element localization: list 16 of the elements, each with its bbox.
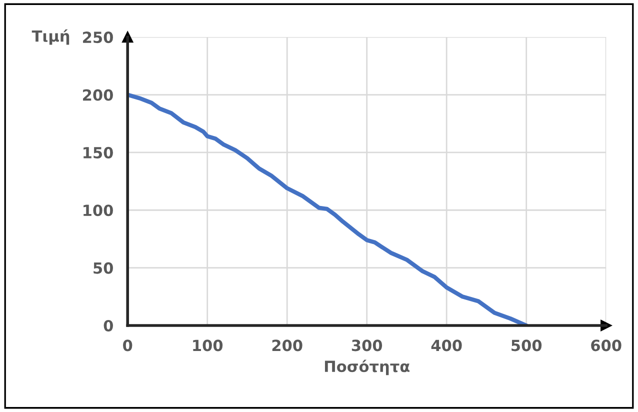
x-tick-label: 100 bbox=[193, 340, 223, 352]
x-tick-label: 400 bbox=[431, 340, 462, 352]
x-tick-label: 200 bbox=[272, 340, 302, 352]
x-tick-label: 300 bbox=[352, 340, 382, 352]
x-axis-title: Ποσότητα bbox=[324, 360, 410, 376]
y-axis-title: Τιμή bbox=[32, 29, 70, 45]
y-tick-label: 50 bbox=[94, 262, 113, 274]
x-tick-label: 600 bbox=[591, 340, 622, 352]
x-tick-label: 500 bbox=[512, 340, 542, 352]
y-tick-label: 100 bbox=[84, 204, 113, 216]
y-tick-label: 150 bbox=[84, 146, 113, 158]
y-tick-label: 0 bbox=[104, 320, 113, 332]
x-tick-label: 0 bbox=[123, 340, 132, 352]
y-tick-label: 200 bbox=[83, 89, 113, 101]
line-series bbox=[128, 92, 528, 326]
y-tick-label: 250 bbox=[83, 32, 113, 44]
